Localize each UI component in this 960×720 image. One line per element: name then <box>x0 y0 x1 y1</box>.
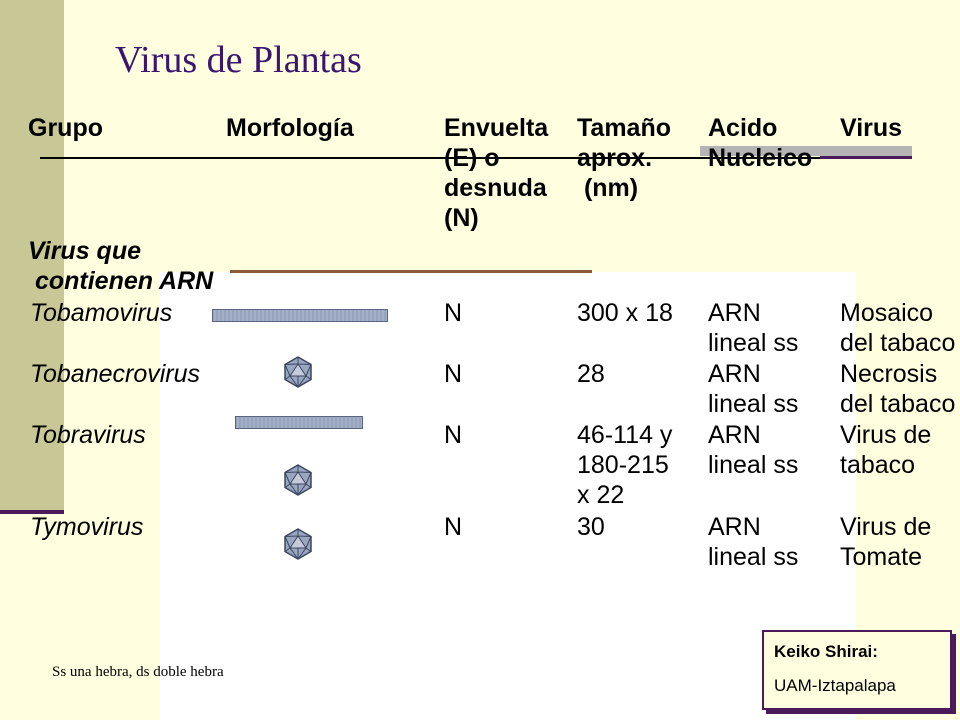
left-decorative-bar <box>0 0 64 512</box>
credit-box: Keiko Shirai: UAM-Iztapalapa <box>762 630 952 710</box>
section-label-line: contienen ARN <box>28 267 214 295</box>
header-envuelta: Envuelta (E) o desnuda (N) <box>444 113 548 233</box>
row-envelope: N <box>444 360 463 388</box>
row-virus-line: Virus de <box>840 513 932 541</box>
rod-icon <box>212 309 388 322</box>
row-acid-line: ARN <box>708 360 761 388</box>
row-virus-line: Mosaico <box>840 299 934 327</box>
row-size: 30 <box>577 512 605 542</box>
row-size: 28 <box>577 359 605 389</box>
section-label-line: Virus que <box>28 237 141 265</box>
row-virus: Virus de Tomate <box>840 512 931 572</box>
row-acid-line: ARN <box>708 421 761 449</box>
header-virus: Virus <box>840 114 903 142</box>
left-bar-shadow <box>0 510 64 514</box>
row-acid-line: lineal ss <box>708 451 799 479</box>
header-tamano-line: (nm) <box>577 174 639 202</box>
row-size-line: 28 <box>577 360 605 388</box>
row-acid: ARN lineal ss <box>708 359 798 419</box>
credit-institution: UAM-Iztapalapa <box>774 676 896 695</box>
header-divider <box>40 157 830 159</box>
row-acid-line: ARN <box>708 299 761 327</box>
row-size-line: 180-215 <box>577 451 669 479</box>
header-tamano-line: Tamaño <box>577 114 671 142</box>
row-size-line: 30 <box>577 513 605 541</box>
row-virus-line: Tomate <box>840 543 922 571</box>
header-acido-line: Acido <box>708 114 778 142</box>
row-virus-line: Virus de <box>840 421 932 449</box>
row-size: 300 x 18 <box>577 298 673 328</box>
row-group-name: Tobravirus <box>30 421 146 449</box>
row-envelope: N <box>444 513 463 541</box>
header-envuelta-line: Envuelta <box>444 114 549 142</box>
row-acid: ARN lineal ss <box>708 420 798 480</box>
footnote: Ss una hebra, ds doble hebra <box>52 664 224 680</box>
section-divider <box>230 270 592 273</box>
header-grupo: Grupo <box>28 114 103 142</box>
row-size-line: 300 x 18 <box>577 299 673 327</box>
rod-icon <box>235 416 363 429</box>
header-morfologia: Morfología <box>226 114 354 142</box>
row-acid-line: lineal ss <box>708 329 799 357</box>
row-acid-line: ARN <box>708 513 761 541</box>
header-acido: Acido Nucleico <box>708 113 812 173</box>
row-group-name: Tobanecrovirus <box>30 360 201 388</box>
row-size-line: x 22 <box>577 481 625 509</box>
row-virus-line: Necrosis <box>840 360 938 388</box>
row-virus: Virus de tabaco <box>840 420 931 480</box>
row-size-line: 46-114 y <box>577 421 673 449</box>
slide-title: Virus de Plantas <box>115 39 362 81</box>
white-panel <box>160 272 856 720</box>
row-acid-line: lineal ss <box>708 543 799 571</box>
icosahedron-icon <box>284 528 312 560</box>
credit-name: Keiko Shirai: <box>774 642 878 661</box>
row-acid-line: lineal ss <box>708 390 799 418</box>
header-envuelta-line: (N) <box>444 204 479 232</box>
row-virus: Mosaico del tabaco <box>840 298 955 358</box>
header-divider-accent <box>820 156 912 159</box>
row-acid: ARN lineal ss <box>708 298 798 358</box>
row-envelope: N <box>444 299 463 327</box>
row-virus-line: tabaco <box>840 451 916 479</box>
row-group-name: Tymovirus <box>30 513 144 541</box>
header-envuelta-line: desnuda <box>444 174 547 202</box>
icosahedron-icon <box>284 356 312 388</box>
row-envelope: N <box>444 421 463 449</box>
row-size: 46-114 y 180-215 x 22 <box>577 420 672 510</box>
header-gray-band <box>700 146 912 156</box>
row-virus-line: del tabaco <box>840 390 956 418</box>
section-label: Virus que contienen ARN <box>28 236 213 296</box>
row-virus: Necrosis del tabaco <box>840 359 955 419</box>
icosahedron-icon <box>284 464 312 496</box>
row-virus-line: del tabaco <box>840 329 956 357</box>
row-acid: ARN lineal ss <box>708 512 798 572</box>
row-group-name: Tobamovirus <box>30 299 173 327</box>
